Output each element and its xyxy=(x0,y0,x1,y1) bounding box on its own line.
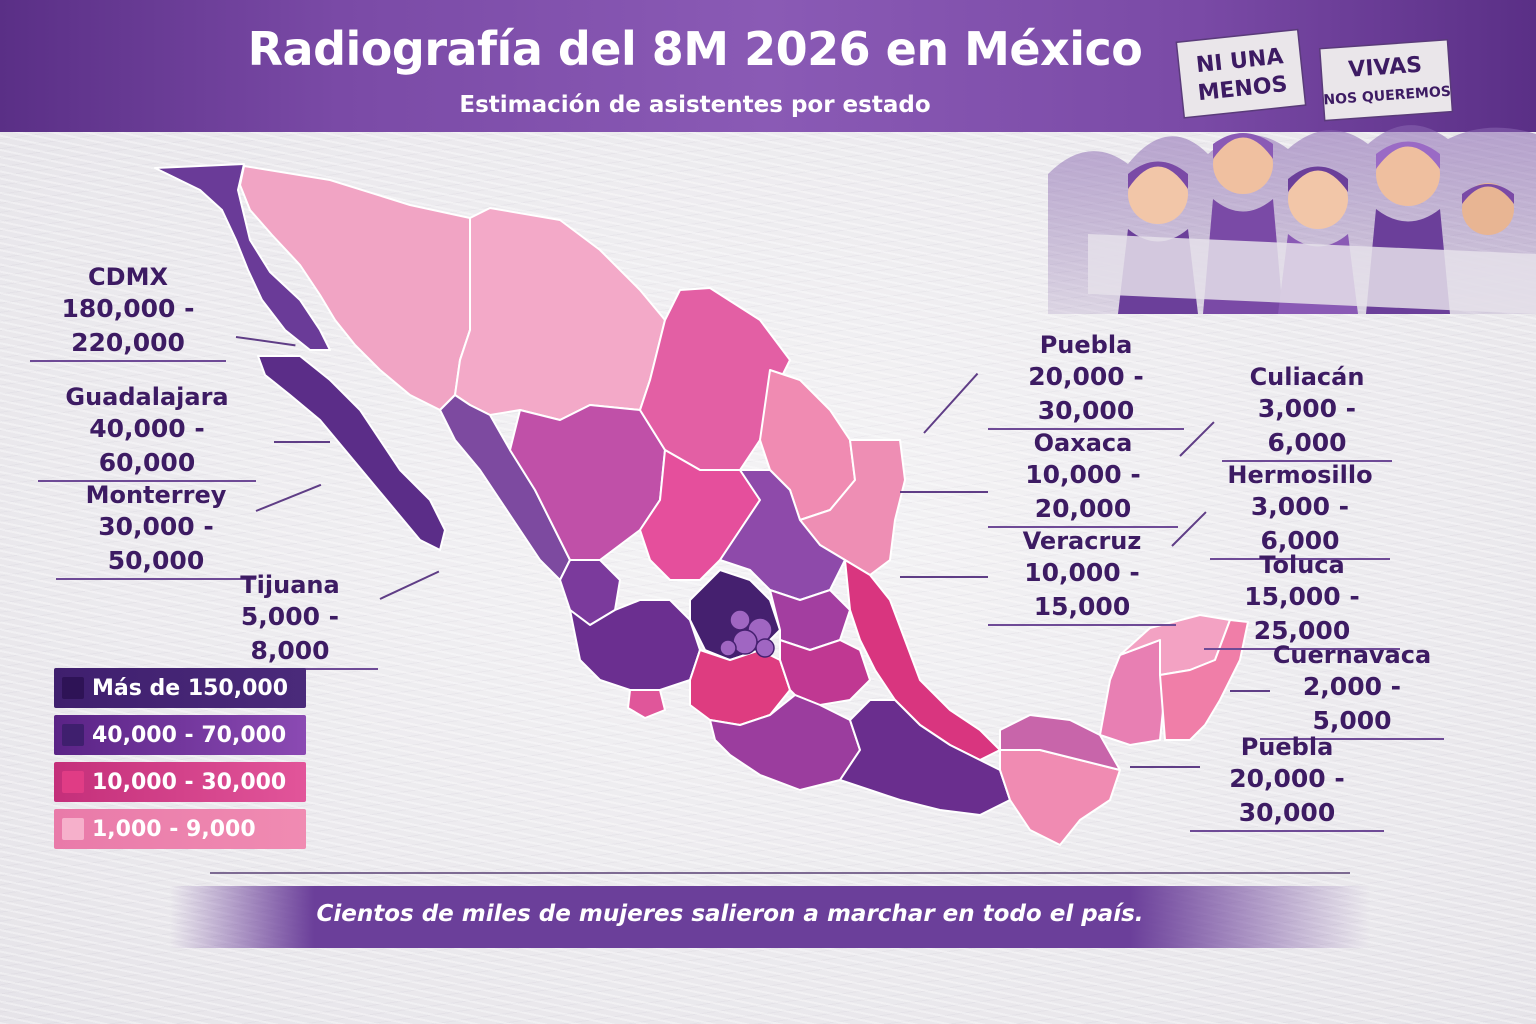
callout-range: 15,000 - 25,000 xyxy=(1204,580,1400,650)
legend-swatch xyxy=(62,771,84,793)
callout-monterrey: Monterrey 30,000 - 50,000 xyxy=(56,480,256,580)
legend-item: 40,000 - 70,000 xyxy=(54,715,306,755)
state-tabasco[interactable] xyxy=(999,714,1121,771)
protest-illustration: NI UNA MENOS VIVAS NOS QUEREMOS xyxy=(1048,28,1536,314)
callout-cuernavaca: Cuernavaca 2,000 - 5,000 xyxy=(1260,640,1444,740)
callout-city: Culiacán xyxy=(1249,363,1365,391)
footer-caption: Cientos de miles de mujeres salieron a m… xyxy=(316,901,1144,927)
callout-range: 40,000 - 60,000 xyxy=(38,412,256,482)
footer-band xyxy=(170,886,1370,948)
callout-veracruz: Veracruz 10,000 - 15,000 xyxy=(988,526,1176,626)
callout-city: Cuernavaca xyxy=(1272,641,1432,669)
callout-oaxaca: Oaxaca 10,000 - 20,000 xyxy=(988,428,1178,528)
callout-city: CDMX xyxy=(88,263,168,291)
map-legend: Más de 150,000 40,000 - 70,000 10,000 - … xyxy=(54,668,306,856)
legend-label: 10,000 - 30,000 xyxy=(92,769,287,795)
callout-cdmx: CDMX 180,000 - 220,000 xyxy=(30,262,226,362)
leader-line xyxy=(274,441,330,443)
callout-city: Veracruz xyxy=(1022,527,1142,555)
callout-city: Monterrey xyxy=(85,481,227,509)
callout-range: 20,000 - 30,000 xyxy=(1190,762,1384,832)
leader-line xyxy=(900,491,988,493)
callout-range: 10,000 - 20,000 xyxy=(988,458,1178,528)
callout-puebla: Puebla 20,000 - 30,000 xyxy=(988,330,1184,430)
callout-toluca: Toluca 15,000 - 25,000 xyxy=(1204,550,1400,650)
callout-hermosillo: Hermosillo 3,000 - 6,000 xyxy=(1210,460,1390,560)
leader-line xyxy=(900,576,988,578)
callout-range: 180,000 - 220,000 xyxy=(30,292,226,362)
callout-puebla-2: Puebla 20,000 - 30,000 xyxy=(1190,732,1384,832)
legend-item: 10,000 - 30,000 xyxy=(54,762,306,802)
legend-item: Más de 150,000 xyxy=(54,668,306,708)
callout-guadalajara: Guadalajara 40,000 - 60,000 xyxy=(38,382,256,482)
footer-divider xyxy=(210,872,1350,874)
legend-item: 1,000 - 9,000 xyxy=(54,809,306,849)
callout-range: 5,000 - 8,000 xyxy=(202,600,378,670)
state-baja-california[interactable] xyxy=(154,163,331,351)
legend-label: 1,000 - 9,000 xyxy=(92,816,256,842)
state-sonora[interactable] xyxy=(239,165,471,411)
legend-label: Más de 150,000 xyxy=(92,675,289,701)
callout-city: Guadalajara xyxy=(65,383,229,411)
sign-right-line1: VIVAS xyxy=(1348,53,1423,83)
legend-swatch xyxy=(62,677,84,699)
callout-city: Hermosillo xyxy=(1227,461,1373,489)
state-chihuahua[interactable] xyxy=(454,207,666,421)
callout-tijuana: Tijuana 5,000 - 8,000 xyxy=(202,570,378,670)
leader-line xyxy=(1130,766,1200,768)
state-campeche[interactable] xyxy=(1099,639,1166,746)
state-edomex[interactable] xyxy=(779,639,871,706)
callout-range: 3,000 - 6,000 xyxy=(1210,490,1390,560)
callout-city: Oaxaca xyxy=(1033,429,1133,457)
page-subtitle: Estimación de asistentes por estado xyxy=(459,92,931,118)
legend-swatch xyxy=(62,724,84,746)
callout-city: Puebla xyxy=(1039,331,1133,359)
state-baja-california-sur[interactable] xyxy=(257,355,446,551)
state-colima[interactable] xyxy=(627,689,666,719)
legend-label: 40,000 - 70,000 xyxy=(92,722,287,748)
callout-range: 20,000 - 30,000 xyxy=(988,360,1184,430)
callout-city: Tijuana xyxy=(240,571,340,599)
callout-city: Toluca xyxy=(1259,551,1345,579)
callout-range: 3,000 - 6,000 xyxy=(1222,392,1392,462)
legend-swatch xyxy=(62,818,84,840)
state-veracruz[interactable] xyxy=(844,559,1001,761)
callout-city: Puebla xyxy=(1240,733,1334,761)
callout-range: 30,000 - 50,000 xyxy=(56,510,256,580)
page-title: Radiografía del 8M 2026 en México xyxy=(247,22,1143,76)
callout-culiacan: Culiacán 3,000 - 6,000 xyxy=(1222,362,1392,462)
leader-line xyxy=(1230,690,1270,692)
callout-range: 10,000 - 15,000 xyxy=(988,556,1176,626)
state-quintana-roo[interactable] xyxy=(1159,619,1249,741)
callout-range: 2,000 - 5,000 xyxy=(1260,670,1444,740)
